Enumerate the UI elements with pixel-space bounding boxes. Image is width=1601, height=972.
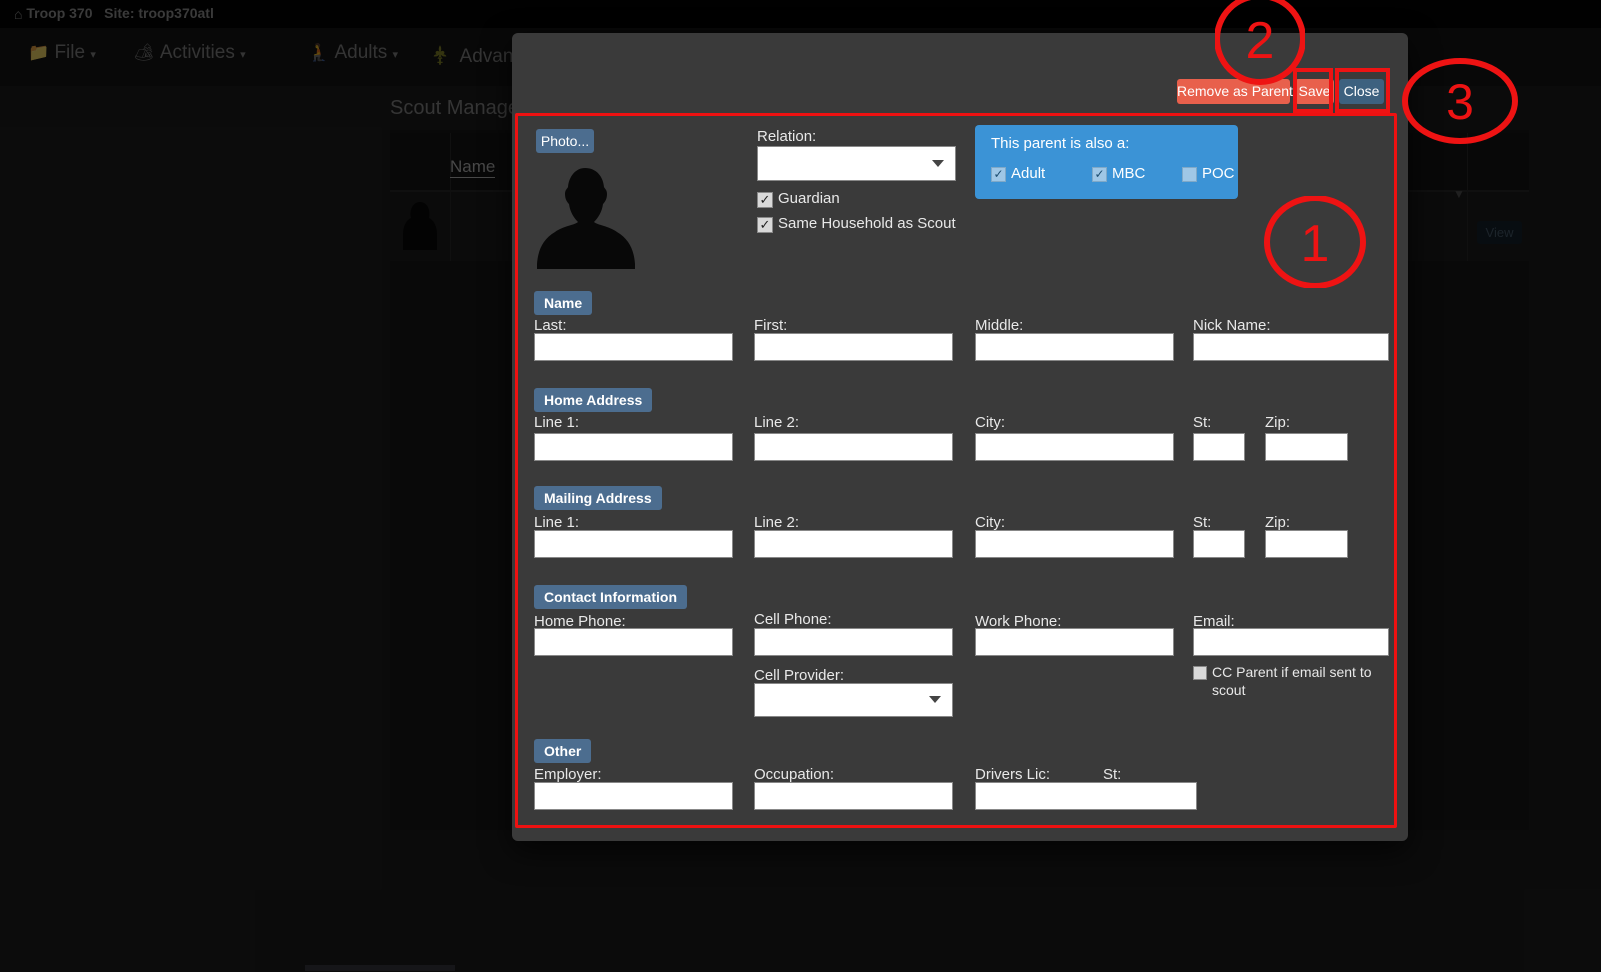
svg-text:2: 2 — [1246, 12, 1275, 70]
svg-text:1: 1 — [1301, 215, 1330, 273]
svg-text:3: 3 — [1446, 74, 1474, 130]
